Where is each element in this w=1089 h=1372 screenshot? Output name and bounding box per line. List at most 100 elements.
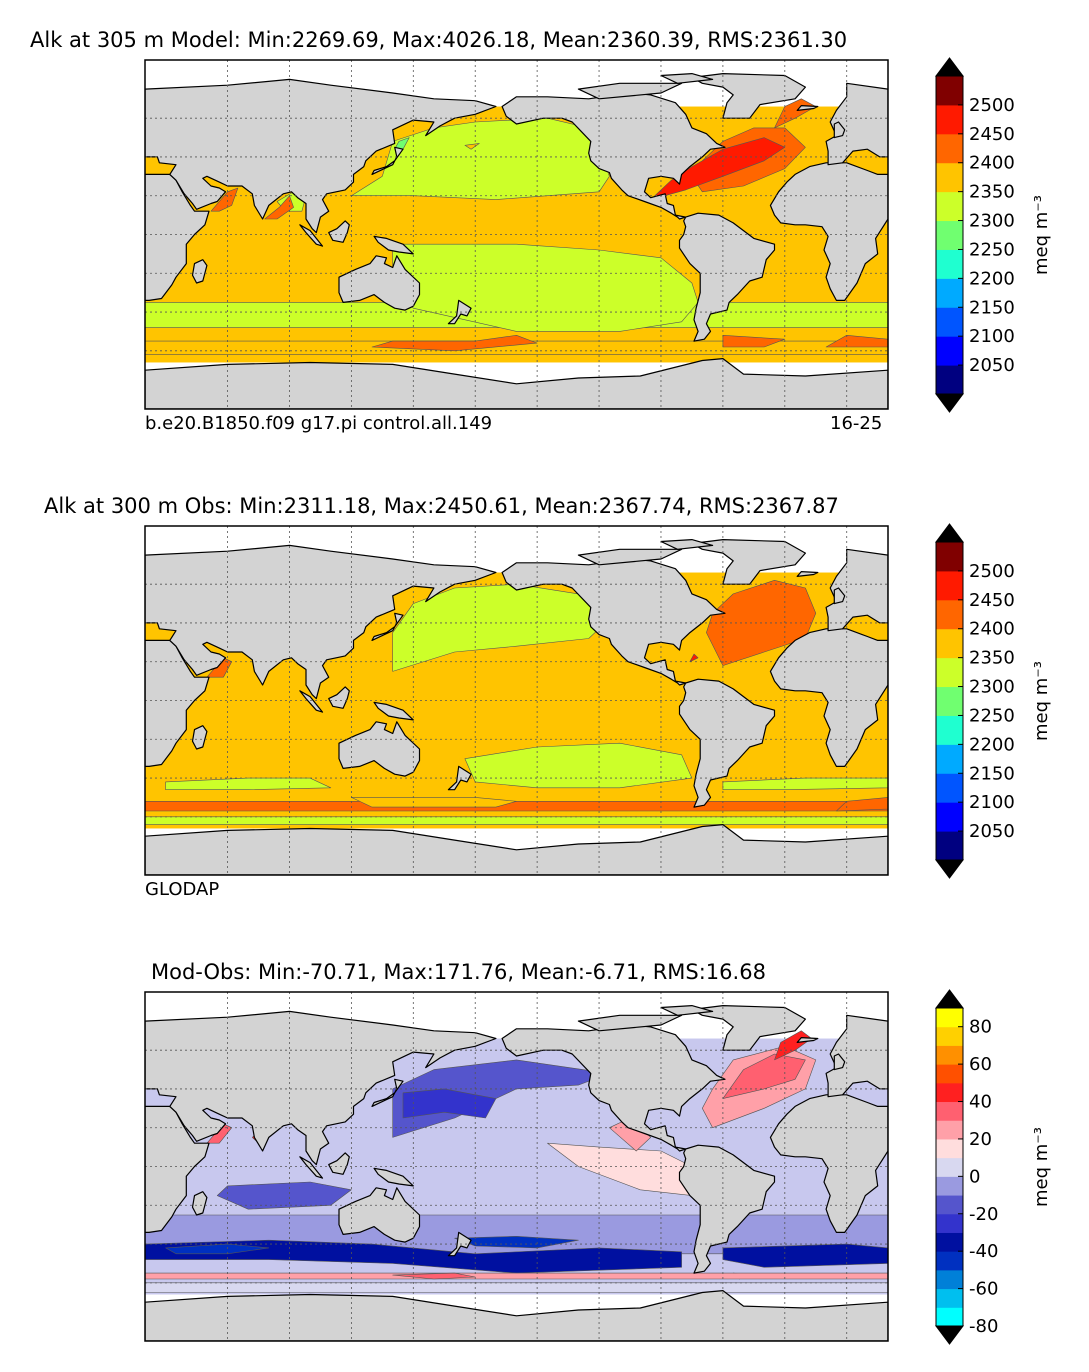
land-mass xyxy=(145,358,888,409)
panel1-years: 16-25 xyxy=(830,413,883,434)
land-mass xyxy=(691,72,807,119)
colorbar-tick-label: 2450 xyxy=(969,124,1015,145)
colorbar-segment xyxy=(936,1195,963,1215)
colorbar-tick-label: 60 xyxy=(969,1054,992,1075)
land-mass xyxy=(833,121,846,139)
land-mass xyxy=(660,72,714,84)
colorbar-segment xyxy=(936,1251,963,1271)
colorbar-tick-label: 2150 xyxy=(969,763,1015,784)
land-mass xyxy=(796,570,819,578)
contour-region xyxy=(825,334,888,348)
land-mass xyxy=(338,255,421,311)
contour-region xyxy=(210,187,239,212)
colorbar-extend-max xyxy=(935,523,964,543)
contour-region xyxy=(402,1088,497,1119)
colorbar-segment xyxy=(936,278,963,308)
colorbar-extend-max xyxy=(935,989,964,1009)
colorbar-tick-label: 2350 xyxy=(969,648,1015,669)
panel1-case-name: b.e20.B1850.f09 g17.pi control.all.149 xyxy=(145,413,493,434)
colorbar-tick-label: 2250 xyxy=(969,705,1015,726)
map-panel-3 xyxy=(144,991,889,1342)
land-mass xyxy=(501,92,726,220)
map-panel-2 xyxy=(144,525,889,876)
land-mass xyxy=(191,1191,208,1216)
colorbar-extend-min xyxy=(935,393,964,413)
colorbar-segment xyxy=(936,657,963,688)
land-mass xyxy=(299,690,324,713)
contour-region xyxy=(836,797,888,812)
land-mass xyxy=(691,538,807,585)
colorbar-tick-label: -80 xyxy=(969,1316,998,1337)
contour-region xyxy=(722,1053,806,1099)
land-mass xyxy=(501,1024,726,1152)
panel2-source: GLODAP xyxy=(145,879,220,900)
map-frame xyxy=(144,991,889,1342)
colorbar-2: 2050 2100 2150 2200 2250 2300 2350 2400 2450 2500… xyxy=(935,523,1052,879)
colorbar-tick-label: 2050 xyxy=(969,355,1015,376)
land-mass xyxy=(833,587,846,605)
colorbar-segment xyxy=(936,1269,963,1290)
colorbar-segment xyxy=(936,365,963,395)
land-mass xyxy=(447,1231,472,1257)
land-mass xyxy=(145,544,497,700)
colorbar-tick-label: 0 xyxy=(969,1166,980,1187)
colorbar-frame xyxy=(935,1007,964,1327)
contour-region xyxy=(454,1236,579,1249)
colorbar-segment xyxy=(936,76,963,106)
colorbar-segment xyxy=(936,104,963,135)
colorbar-tick-label: 2350 xyxy=(969,182,1015,203)
contour-region xyxy=(145,340,888,356)
colorbar-tick-label: 80 xyxy=(969,1017,992,1038)
colorbar-segment xyxy=(936,307,963,337)
colorbar-tick-label: 2300 xyxy=(969,677,1015,698)
land-mass xyxy=(328,1152,350,1175)
panel2-title: Alk at 300 m Obs: Min:2311.18, Max:2450.… xyxy=(44,494,839,518)
colorbar-frame xyxy=(935,75,964,395)
land-mass xyxy=(145,78,497,234)
colorbar-segment xyxy=(936,1101,963,1121)
land-mass xyxy=(769,628,888,768)
land-mass xyxy=(796,104,819,112)
land-mass xyxy=(825,1014,888,1098)
colorbar-tick-label: 2100 xyxy=(969,326,1015,347)
colorbar-tick-label: -20 xyxy=(969,1204,998,1225)
colorbar-tick-label: 2500 xyxy=(969,561,1015,582)
colorbar-segment xyxy=(936,715,963,745)
land-mass xyxy=(577,548,683,566)
land-mass xyxy=(299,224,324,247)
colorbar-segment xyxy=(936,1008,963,1028)
land-mass xyxy=(191,259,208,284)
land-mass xyxy=(145,823,888,875)
land-mass xyxy=(501,558,726,686)
colorbar-segment xyxy=(936,1307,963,1327)
land-mass xyxy=(660,538,714,550)
colorbar-tick-label: 2400 xyxy=(969,619,1015,640)
colorbar-segment xyxy=(936,249,963,279)
colorbar-segment xyxy=(936,570,963,601)
colorbar-segment xyxy=(936,1045,963,1065)
panel3-title: Mod-Obs: Min:-70.71, Max:171.76, Mean:-6… xyxy=(151,960,766,984)
colorbar-segment xyxy=(936,191,963,222)
land-mass xyxy=(769,1094,888,1234)
colorbar-segment xyxy=(936,628,963,659)
land-mass xyxy=(796,1036,819,1044)
colorbar-segment xyxy=(936,599,963,630)
colorbar-1: 2050 2100 2150 2200 2250 2300 2350 2400 2450 2500… xyxy=(935,57,1052,413)
colorbar-tick-label: 2500 xyxy=(969,95,1015,116)
colorbar-segment xyxy=(936,1213,963,1233)
land-mass xyxy=(825,548,888,632)
colorbar-tick-label: -40 xyxy=(969,1241,998,1262)
colorbar-units-label: meq m⁻³ xyxy=(1031,1127,1052,1207)
contour-region xyxy=(145,816,888,825)
colorbar-tick-label: 40 xyxy=(969,1092,992,1113)
colorbar-segment xyxy=(936,336,963,366)
land-mass xyxy=(447,299,472,325)
contour-region xyxy=(145,1282,888,1293)
colorbar-tick-label: 2400 xyxy=(969,153,1015,174)
panel1-title: Alk at 305 m Model: Min:2269.69, Max:402… xyxy=(30,28,848,52)
contour-region xyxy=(145,800,888,812)
land-mass xyxy=(678,678,776,808)
land-mass xyxy=(338,1187,421,1243)
colorbar-segment xyxy=(936,1288,963,1308)
